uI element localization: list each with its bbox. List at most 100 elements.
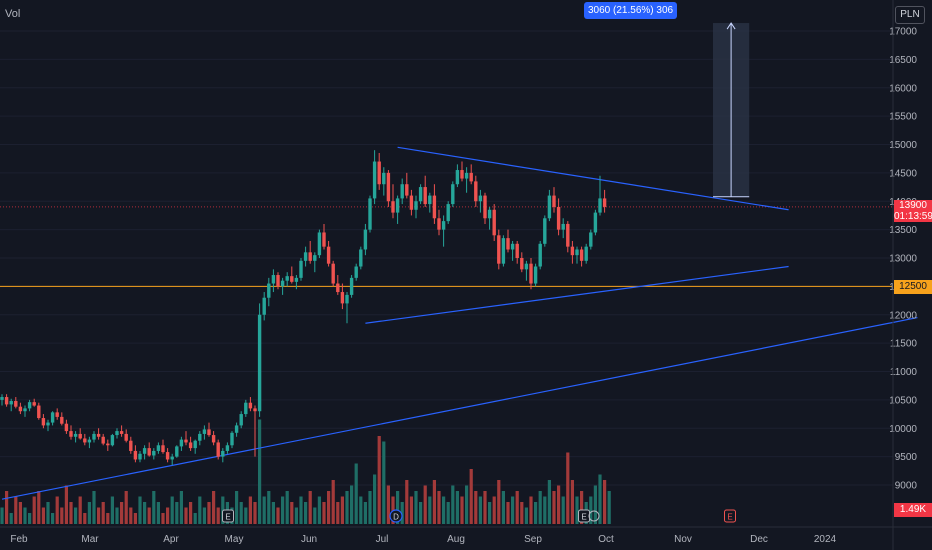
volume-bar (580, 491, 584, 524)
volume-bar (14, 496, 18, 524)
time-tick-label: Aug (447, 534, 465, 545)
candle-body (165, 452, 170, 460)
candle-body (547, 195, 552, 219)
volume-label: Vol (5, 8, 21, 20)
volume-bar (83, 513, 87, 524)
event-marker[interactable]: E (724, 509, 736, 523)
candle-body (372, 161, 377, 199)
candle-body (317, 232, 322, 256)
candle-body (575, 249, 579, 256)
candle-body (119, 431, 124, 434)
candle-body (188, 442, 193, 449)
volume-bar (161, 513, 165, 524)
price-tick-label: 10500 (889, 395, 917, 406)
volume-bar (607, 491, 611, 524)
candle-body (216, 442, 220, 457)
trendline (365, 265, 789, 324)
level-price-tag: 12500 (894, 280, 932, 294)
candle-body (446, 204, 450, 222)
price-tick-label: 9000 (895, 481, 918, 492)
candle-body (101, 436, 105, 444)
currency-button[interactable]: PLN (895, 6, 925, 24)
price-tick-label: 12000 (889, 310, 917, 321)
volume-bar (598, 474, 602, 524)
candle-body (179, 439, 184, 447)
volume-bar (575, 496, 579, 524)
volume-bar (543, 496, 547, 524)
candle-body (55, 412, 59, 417)
candle-body (257, 314, 262, 412)
candle-body (207, 429, 211, 436)
volume-bar (244, 507, 248, 524)
candle-body (460, 170, 464, 179)
event-marker[interactable]: E (222, 509, 234, 523)
candle-body (262, 297, 266, 315)
volume-bar (561, 496, 565, 524)
candle-body (124, 433, 128, 441)
candle-body (285, 276, 289, 281)
candle-body (248, 402, 253, 409)
volume-bar (18, 502, 22, 524)
candle-body (510, 243, 515, 250)
volume-bar (198, 496, 202, 524)
candle-body (382, 172, 386, 185)
volume-bar (317, 496, 321, 524)
volume-bar (202, 507, 206, 524)
volume-bar (152, 491, 156, 524)
volume-bar (423, 485, 427, 524)
volume-bar (529, 496, 533, 524)
drawings[interactable] (0, 22, 918, 500)
volume-bar (166, 507, 170, 524)
candle-body (211, 435, 216, 443)
price-tick-label: 11000 (890, 367, 918, 378)
candle-body (4, 397, 9, 405)
candle-body (299, 260, 303, 278)
volume-bar (170, 496, 174, 524)
time-tick-label: Mar (81, 534, 99, 545)
volume-bar (55, 496, 59, 524)
time-tick-label: Jun (301, 534, 317, 545)
volume-bar (0, 507, 4, 524)
volume-bar (110, 496, 114, 524)
volume-bar (28, 513, 32, 524)
event-marker-circle-icon (588, 510, 600, 522)
volume-bar (239, 502, 243, 524)
candle-body (234, 425, 239, 433)
volume-bar (589, 496, 593, 524)
candle-body (464, 172, 469, 179)
volume-bar (74, 507, 78, 524)
candle-body (253, 408, 257, 412)
volume-bar (442, 496, 446, 524)
volume-bar (359, 496, 363, 524)
volume-bar (409, 496, 413, 524)
candle-body (313, 255, 317, 261)
candle-body (524, 263, 529, 270)
candle-body (538, 243, 542, 267)
volume-bar (124, 491, 128, 524)
candle-body (92, 433, 96, 440)
volume-bar (497, 480, 501, 524)
measure-label[interactable]: 3060 (21.56%) 306 (584, 2, 678, 19)
candle-body (244, 402, 248, 415)
volume-bar (373, 474, 377, 524)
volume-bar (520, 502, 524, 524)
candle-body (584, 246, 588, 261)
candle-body (515, 243, 519, 258)
volume-bar (455, 491, 459, 524)
volume-bar (37, 491, 41, 524)
candle-body (156, 445, 161, 451)
event-marker-label: E (225, 513, 230, 522)
volume-bar (483, 491, 487, 524)
candle-body (267, 283, 271, 298)
volume-bar (51, 513, 55, 524)
volume-bar (446, 502, 450, 524)
candle-body (193, 440, 197, 449)
candle-body (602, 198, 607, 207)
event-marker[interactable]: E (578, 509, 590, 523)
event-marker[interactable]: D (389, 509, 403, 523)
candle-body (14, 401, 18, 407)
